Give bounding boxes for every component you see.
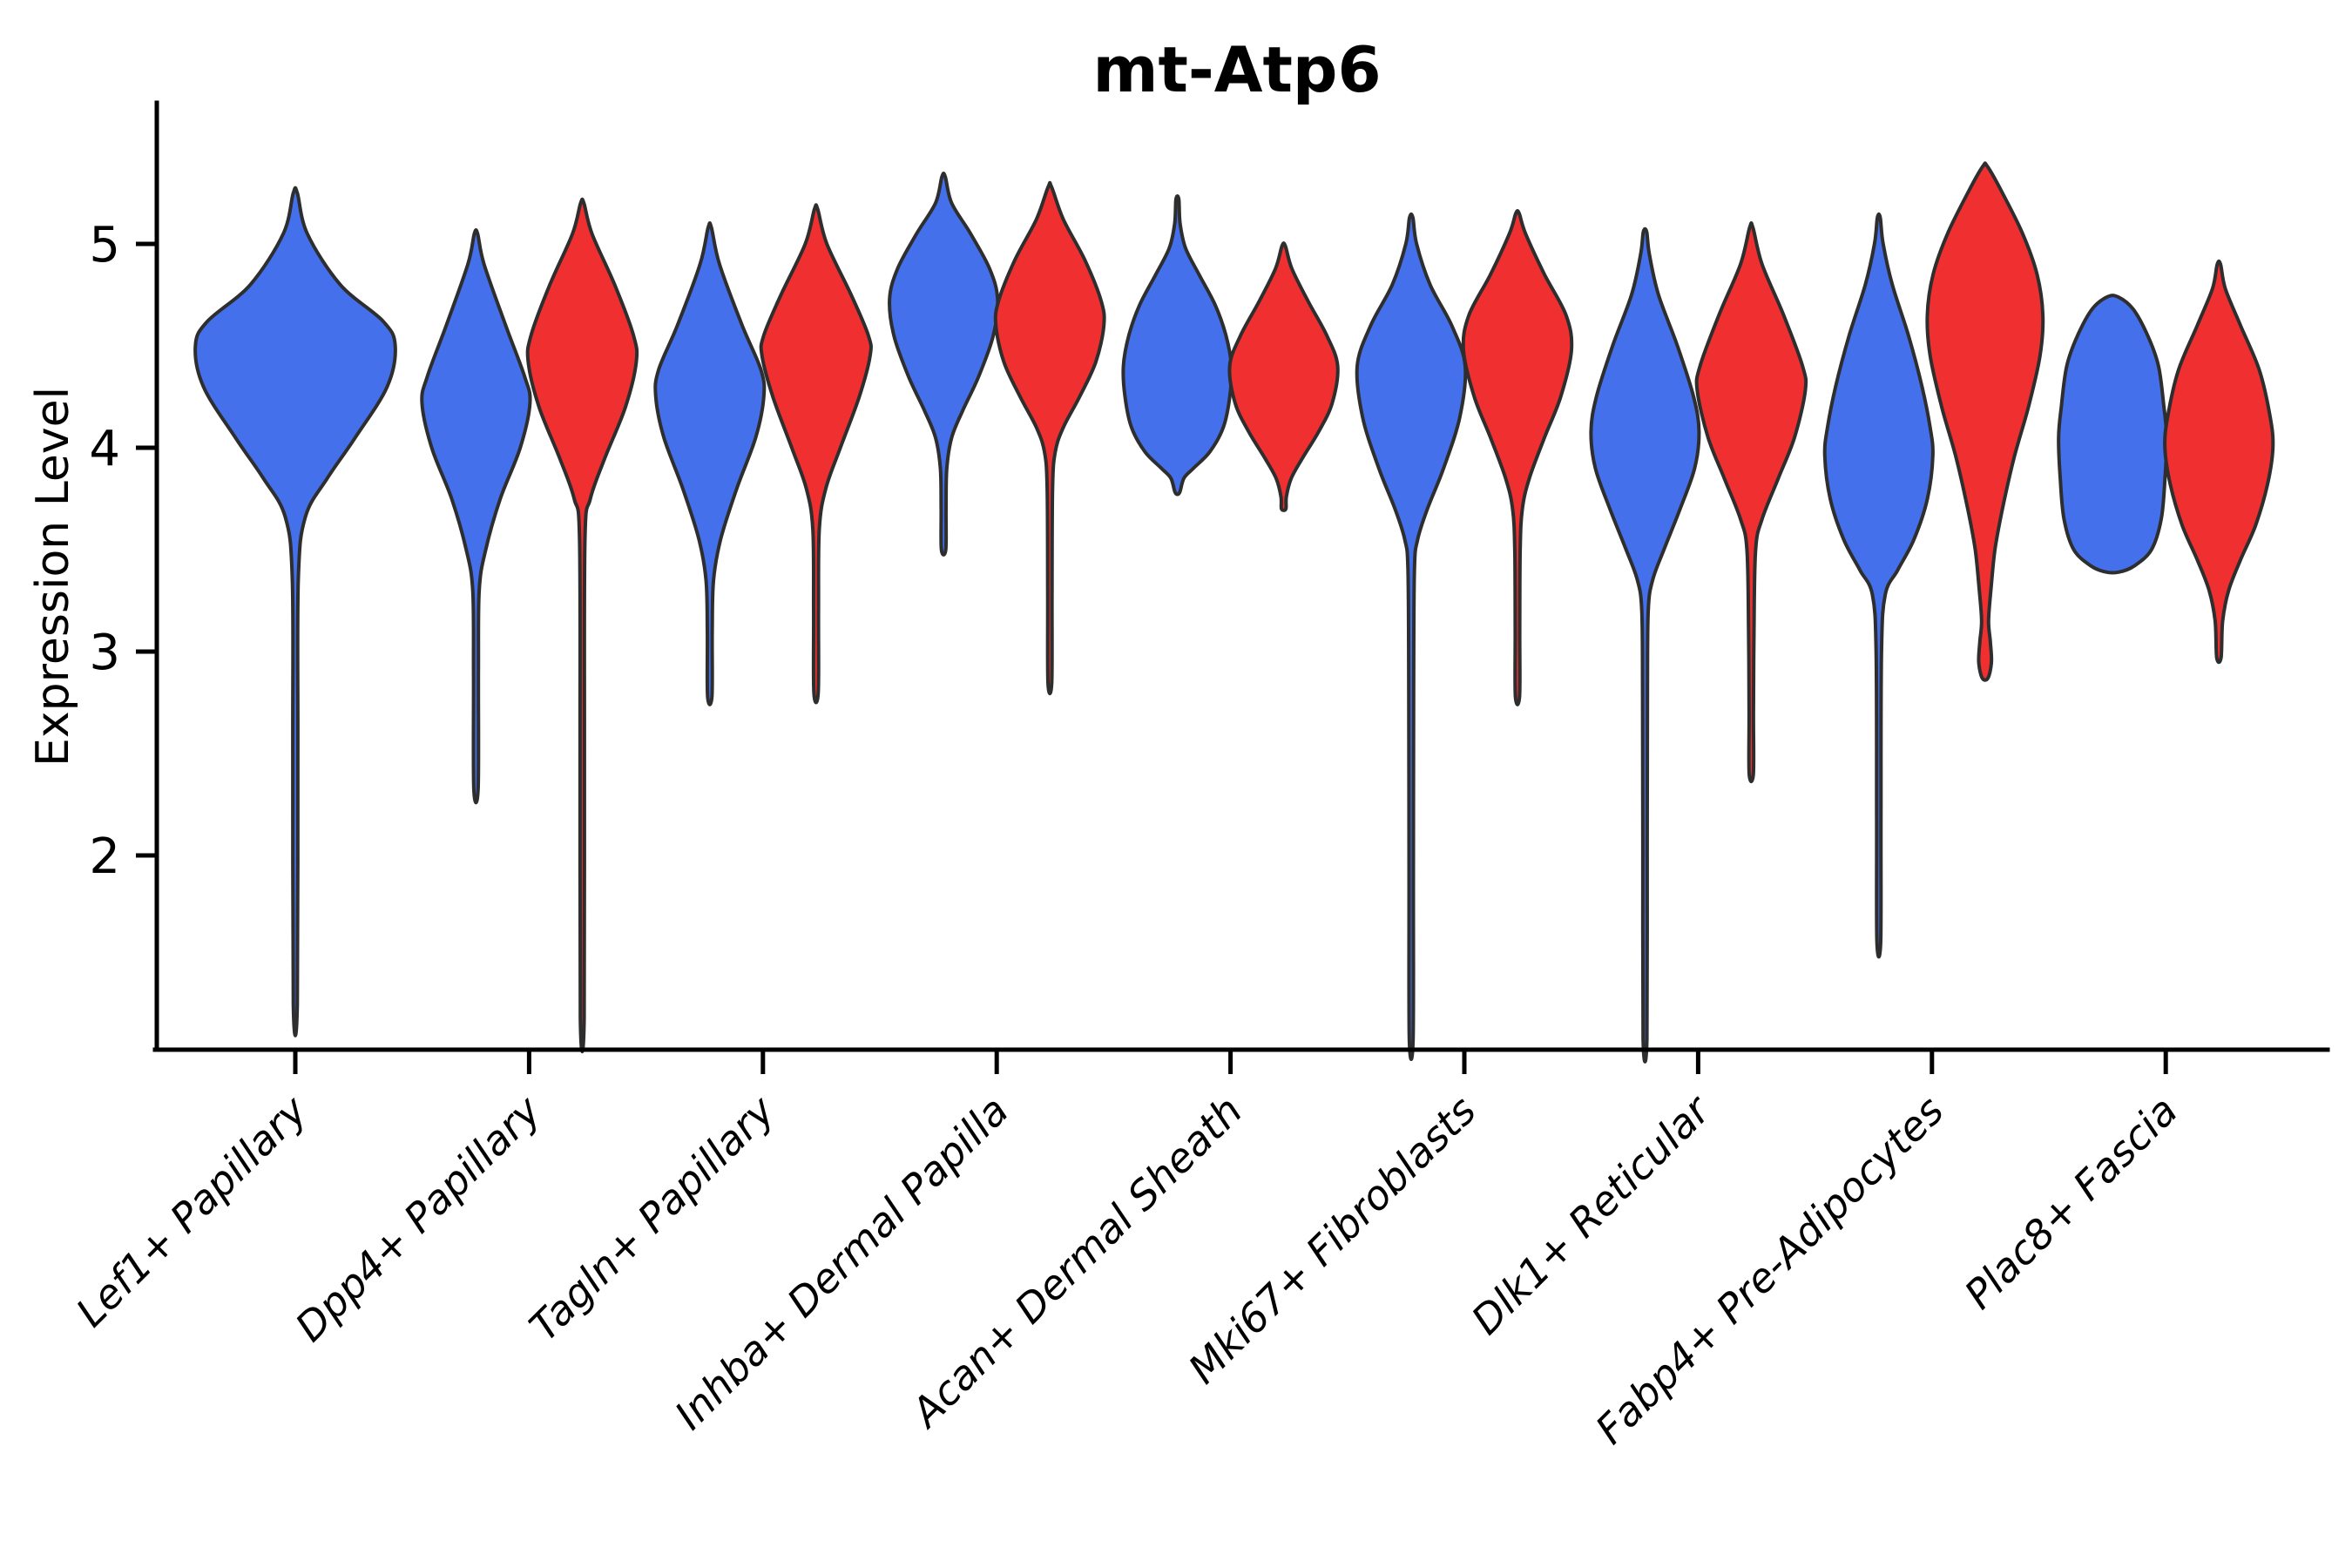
violin-group-blue-0 (193, 186, 397, 1037)
x-tick-label-1: Dpp4+ Papillary (287, 1086, 551, 1350)
x-tick-label-6: Dlk1+ Reticular (1463, 1085, 1721, 1343)
y-axis-label: Expression Level (27, 387, 79, 767)
y-tick-label: 5 (89, 217, 120, 274)
violin-group-red-8 (2163, 259, 2275, 665)
y-tick-label: 4 (89, 421, 120, 477)
y-tick-label: 2 (89, 828, 120, 885)
violin-group-red-5 (1461, 208, 1574, 706)
y-tick-label: 3 (89, 625, 120, 681)
violin-group-red-2 (759, 203, 873, 705)
violin-group-blue-2 (653, 221, 767, 706)
violin-group-blue-6 (1589, 226, 1701, 1064)
x-tick-label-8: Plac8+ Fascia (1956, 1087, 2186, 1318)
x-tick-label-2: Tagln+ Papillary (520, 1086, 784, 1350)
violin-group-blue-3 (888, 171, 1000, 557)
violin-group-blue-7 (1822, 212, 1935, 959)
x-tick-label-0: Lef1+ Papillary (67, 1086, 316, 1335)
violin-group-blue-4 (1121, 193, 1233, 497)
violin-group-red-3 (993, 180, 1106, 696)
violins-layer (193, 161, 2275, 1064)
violin-group-red-7 (1925, 161, 2045, 682)
chart-title: mt-Atp6 (1092, 33, 1381, 106)
violin-group-blue-5 (1355, 212, 1468, 1061)
violin-group-red-1 (525, 197, 639, 1053)
violin-group-blue-8 (2057, 294, 2169, 575)
violin-group-blue-1 (420, 227, 532, 805)
violin-group-red-4 (1227, 241, 1340, 512)
y-axis-ticks: 5 4 3 2 (89, 217, 157, 885)
violin-group-red-6 (1694, 221, 1808, 784)
